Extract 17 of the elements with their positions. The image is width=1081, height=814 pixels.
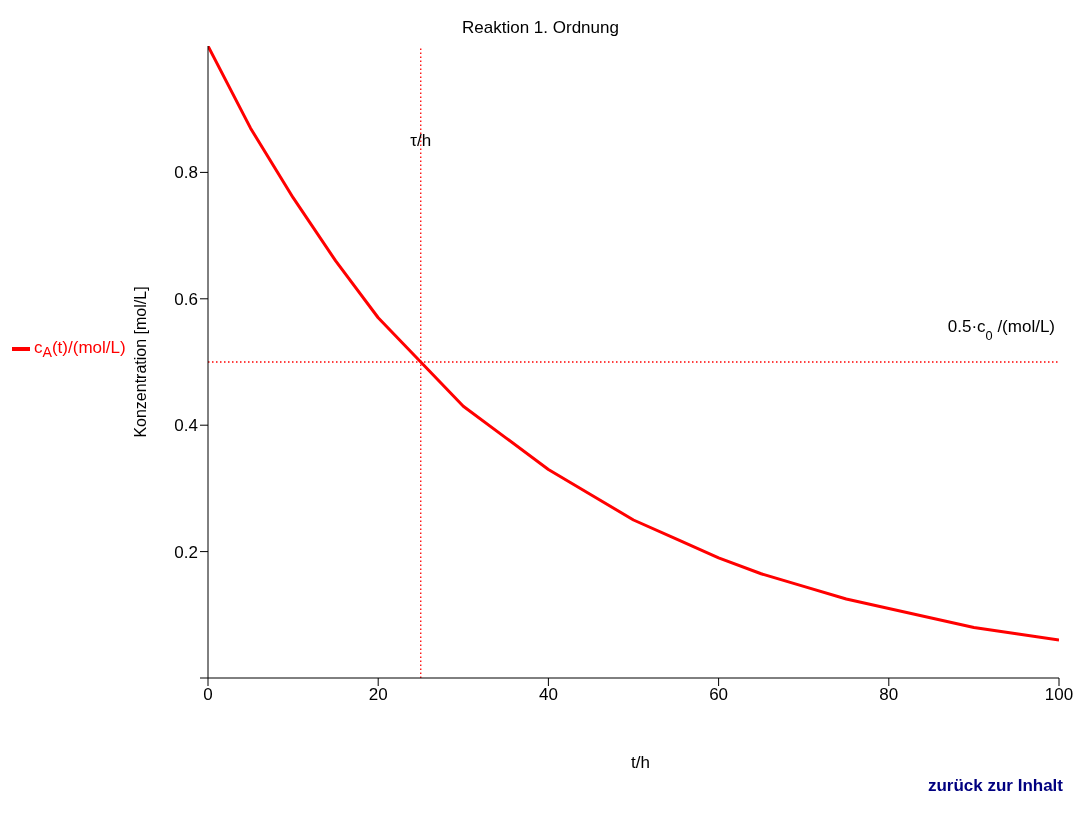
x-tick-label: 60 (709, 685, 729, 705)
y-tick-label: 0.4 (174, 416, 198, 436)
y-tick-label: 0.2 (174, 542, 198, 562)
legend-label: c$_{A}$(t)/(mol/L) (34, 338, 126, 361)
x-axis-title: t/h (630, 753, 651, 773)
x-tick-label: 80 (879, 685, 899, 705)
y-axis-title: Konzentration [mol/L] (131, 286, 149, 438)
y-tick-label: 0.8 (174, 163, 198, 183)
text: zurück zur Inhalt (927, 776, 1063, 796)
ref-line-label: 0.5·c$_{0}$/(mol/L) (947, 317, 1055, 343)
x-tick-label: 40 (538, 685, 558, 705)
y-tick-label: 0.6 (174, 289, 198, 309)
x-tick-label: 20 (368, 685, 388, 705)
x-tick-label: 100 (1044, 685, 1074, 705)
chart-title: Reaktion 1. Ordnung (461, 18, 620, 38)
x-tick-label: 0 (203, 685, 213, 705)
ref-line-label: τ/h (410, 131, 432, 150)
